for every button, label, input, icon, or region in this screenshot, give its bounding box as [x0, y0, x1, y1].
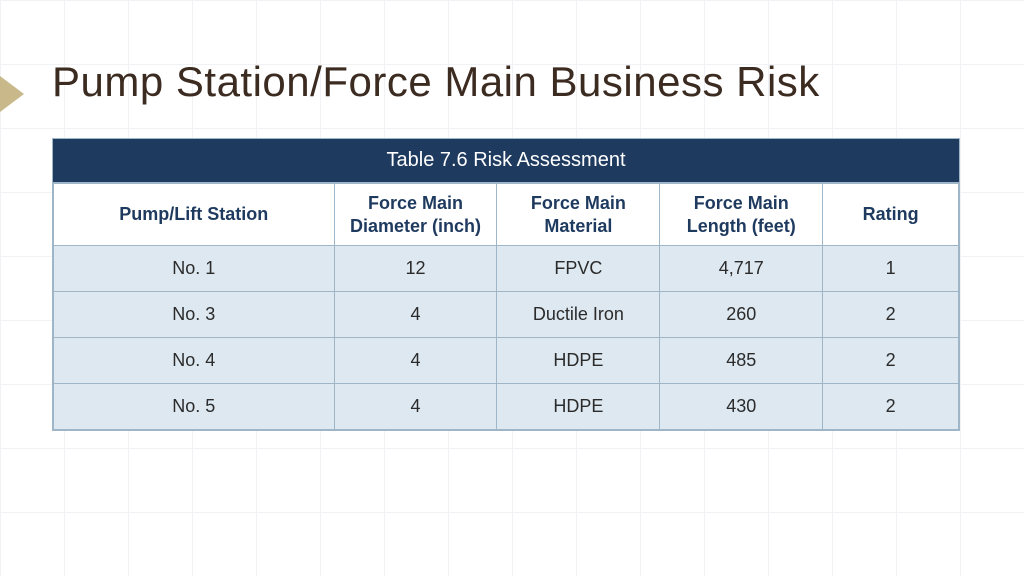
- title-bullet-arrow: [0, 76, 24, 112]
- table-row: No. 4 4 HDPE 485 2: [54, 338, 959, 384]
- risk-table: Pump/Lift Station Force Main Diameter (i…: [53, 183, 959, 430]
- cell-rating: 2: [823, 338, 959, 384]
- cell-rating: 1: [823, 246, 959, 292]
- cell-station: No. 1: [54, 246, 335, 292]
- cell-diameter: 12: [334, 246, 497, 292]
- slide-title: Pump Station/Force Main Business Risk: [52, 58, 820, 106]
- col-header-rating: Rating: [823, 184, 959, 246]
- risk-table-container: Table 7.6 Risk Assessment Pump/Lift Stat…: [52, 138, 960, 431]
- cell-material: FPVC: [497, 246, 660, 292]
- table-row: No. 1 12 FPVC 4,717 1: [54, 246, 959, 292]
- cell-diameter: 4: [334, 384, 497, 430]
- table-caption: Table 7.6 Risk Assessment: [53, 139, 959, 183]
- cell-rating: 2: [823, 384, 959, 430]
- cell-material: HDPE: [497, 384, 660, 430]
- cell-diameter: 4: [334, 292, 497, 338]
- cell-material: Ductile Iron: [497, 292, 660, 338]
- cell-material: HDPE: [497, 338, 660, 384]
- cell-diameter: 4: [334, 338, 497, 384]
- cell-length: 485: [660, 338, 823, 384]
- table-row: No. 5 4 HDPE 430 2: [54, 384, 959, 430]
- col-header-material: Force Main Material: [497, 184, 660, 246]
- cell-length: 430: [660, 384, 823, 430]
- col-header-length: Force Main Length (feet): [660, 184, 823, 246]
- cell-length: 260: [660, 292, 823, 338]
- cell-station: No. 5: [54, 384, 335, 430]
- col-header-diameter: Force Main Diameter (inch): [334, 184, 497, 246]
- cell-rating: 2: [823, 292, 959, 338]
- table-row: No. 3 4 Ductile Iron 260 2: [54, 292, 959, 338]
- table-header-row: Pump/Lift Station Force Main Diameter (i…: [54, 184, 959, 246]
- cell-station: No. 3: [54, 292, 335, 338]
- cell-length: 4,717: [660, 246, 823, 292]
- cell-station: No. 4: [54, 338, 335, 384]
- col-header-station: Pump/Lift Station: [54, 184, 335, 246]
